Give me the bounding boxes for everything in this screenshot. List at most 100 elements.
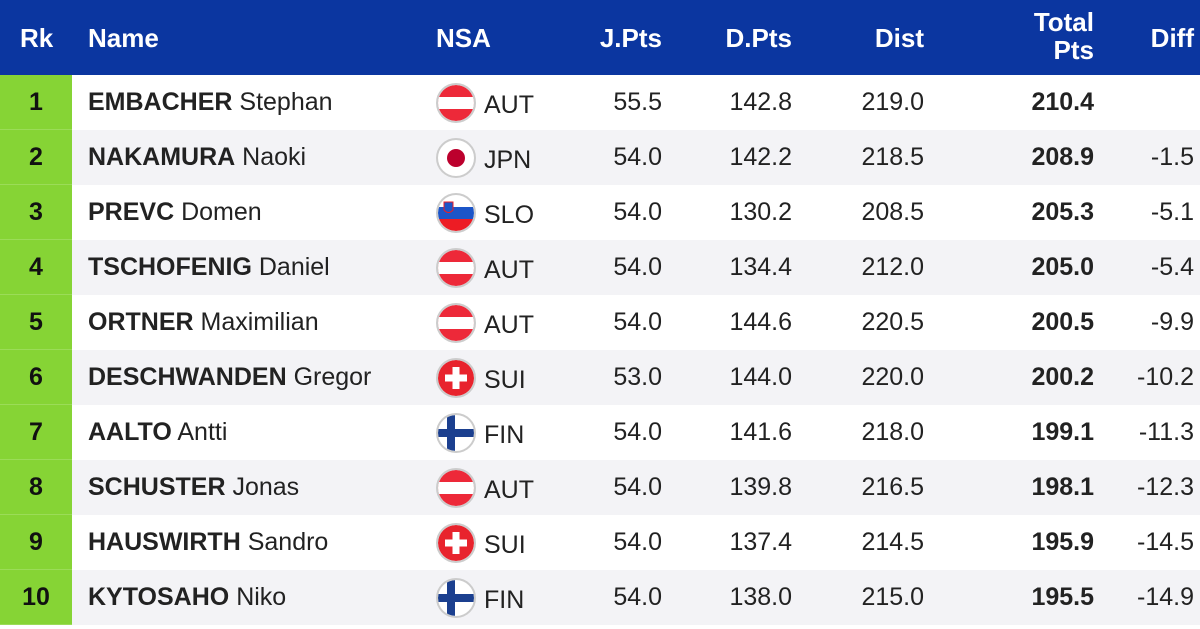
rank-cell: 7 xyxy=(0,405,72,460)
rank-cell: 8 xyxy=(0,460,72,515)
table-row: 7 AALTO Antti FIN 54.0 141.6 218.0 199.1 -11.3 xyxy=(0,405,1200,460)
header-cell: NSA xyxy=(436,23,491,53)
diff: -9.9 xyxy=(1150,308,1194,336)
name: SCHUSTER Jonas xyxy=(88,460,299,515)
d-pts: 134.4 xyxy=(729,253,792,281)
rank-cell: 4 xyxy=(0,240,72,295)
table-row: 1 EMBACHER Stephan AUT 55.5 142.8 219.0 210.4 xyxy=(0,75,1200,130)
first-name: Maximilian xyxy=(200,308,319,336)
diff: -1.5 xyxy=(1150,143,1194,171)
name: AALTO Antti xyxy=(88,405,227,460)
rank-cell: 10 xyxy=(0,570,72,625)
total-pts: 205.0 xyxy=(1031,253,1094,281)
flag-icon xyxy=(435,82,477,124)
table-row: 9 HAUSWIRTH Sandro SUI 54.0 137.4 214.5 195.9 -… xyxy=(0,515,1200,570)
table-row: 2 NAKAMURA Naoki JPN 54.0 142.2 218.5 208.9 -1.… xyxy=(0,130,1200,185)
j-pts: 54.0 xyxy=(613,528,662,556)
last-name: DESCHWANDEN xyxy=(88,363,287,391)
rank-cell: 2 xyxy=(0,130,72,185)
last-name: AALTO xyxy=(88,418,172,446)
header-cell: J.Pts xyxy=(599,23,662,53)
name: KYTOSAHO Niko xyxy=(88,570,286,625)
rank-cell: 9 xyxy=(0,515,72,570)
d-pts: 142.2 xyxy=(729,143,792,171)
name: ORTNER Maximilian xyxy=(88,295,319,350)
nsa: SUI xyxy=(484,366,526,394)
total-pts: 205.3 xyxy=(1031,198,1094,226)
j-pts: 54.0 xyxy=(613,583,662,611)
rank-cell: 6 xyxy=(0,350,72,405)
table-row: 5 ORTNER Maximilian AUT 54.0 144.6 220.5 200.5… xyxy=(0,295,1200,350)
distance: 218.5 xyxy=(861,143,924,171)
distance: 212.0 xyxy=(861,253,924,281)
nsa: AUT xyxy=(484,476,534,504)
distance: 218.0 xyxy=(861,418,924,446)
first-name: Sandro xyxy=(247,528,329,556)
last-name: PREVC xyxy=(88,198,175,226)
last-name: SCHUSTER xyxy=(88,473,226,501)
table-row: 6 DESCHWANDEN Gregor SUI 53.0 144.0 220.0 200.… xyxy=(0,350,1200,405)
rank: 9 xyxy=(29,528,43,556)
first-name: Gregor xyxy=(293,363,372,391)
table-row: 10 KYTOSAHO Niko FIN 54.0 138.0 215.0 195.5 -14… xyxy=(0,570,1200,625)
last-name: EMBACHER xyxy=(88,88,233,116)
diff: -5.1 xyxy=(1150,198,1194,226)
d-pts: 144.6 xyxy=(729,308,792,336)
d-pts: 138.0 xyxy=(729,583,792,611)
name: HAUSWIRTH Sandro xyxy=(88,515,328,570)
distance: 208.5 xyxy=(861,198,924,226)
j-pts: 55.5 xyxy=(613,88,662,116)
first-name: Daniel xyxy=(258,253,330,281)
last-name: NAKAMURA xyxy=(88,143,236,171)
rank: 5 xyxy=(29,308,43,336)
total-pts: 208.9 xyxy=(1031,143,1094,171)
first-name: Domen xyxy=(181,198,262,226)
rank: 10 xyxy=(22,583,50,611)
last-name: TSCHOFENIG xyxy=(88,253,252,281)
last-name: ORTNER xyxy=(88,308,194,336)
diff: -12.3 xyxy=(1137,473,1194,501)
nsa: SUI xyxy=(484,531,526,559)
flag-icon xyxy=(435,357,477,399)
flag-icon xyxy=(435,577,477,619)
header-cell: Rk xyxy=(20,23,54,53)
distance: 215.0 xyxy=(861,583,924,611)
distance: 219.0 xyxy=(861,88,924,116)
j-pts: 54.0 xyxy=(613,143,662,171)
flag-icon xyxy=(435,522,477,564)
total-pts: 210.4 xyxy=(1031,88,1094,116)
rank-cell: 1 xyxy=(0,75,72,130)
name: NAKAMURA Naoki xyxy=(88,130,306,185)
d-pts: 142.8 xyxy=(729,88,792,116)
header-cell: Total Pts xyxy=(1033,7,1094,65)
rank: 8 xyxy=(29,473,43,501)
flag-icon xyxy=(435,302,477,344)
table-row: 8 SCHUSTER Jonas AUT 54.0 139.8 216.5 198.1 -12… xyxy=(0,460,1200,515)
name: EMBACHER Stephan xyxy=(88,75,333,130)
nsa: AUT xyxy=(484,311,534,339)
j-pts: 54.0 xyxy=(613,473,662,501)
nsa: AUT xyxy=(484,91,534,119)
last-name: HAUSWIRTH xyxy=(88,528,241,556)
flag-icon xyxy=(435,412,477,454)
header-bar: Rk Name NSA J.Pts D.Pts Dist Total Pts D… xyxy=(0,0,1200,75)
total-pts: 195.9 xyxy=(1031,528,1094,556)
header-cell: Diff xyxy=(1150,23,1194,53)
diff: -11.3 xyxy=(1138,418,1194,446)
rank-cell: 3 xyxy=(0,185,72,240)
flag-icon xyxy=(435,247,477,289)
total-pts: 199.1 xyxy=(1031,418,1094,446)
header-cell: D.Pts xyxy=(725,23,792,53)
j-pts: 53.0 xyxy=(613,363,662,391)
table-row: 4 TSCHOFENIG Daniel AUT 54.0 134.4 212.0 205.0… xyxy=(0,240,1200,295)
name: PREVC Domen xyxy=(88,185,262,240)
name: TSCHOFENIG Daniel xyxy=(88,240,330,295)
d-pts: 144.0 xyxy=(729,363,792,391)
first-name: Jonas xyxy=(232,473,300,501)
header-cell: Dist xyxy=(874,23,924,53)
last-name: KYTOSAHO xyxy=(88,583,230,611)
rank: 3 xyxy=(29,198,43,226)
rank: 2 xyxy=(29,143,43,171)
total-pts: 198.1 xyxy=(1031,473,1094,501)
